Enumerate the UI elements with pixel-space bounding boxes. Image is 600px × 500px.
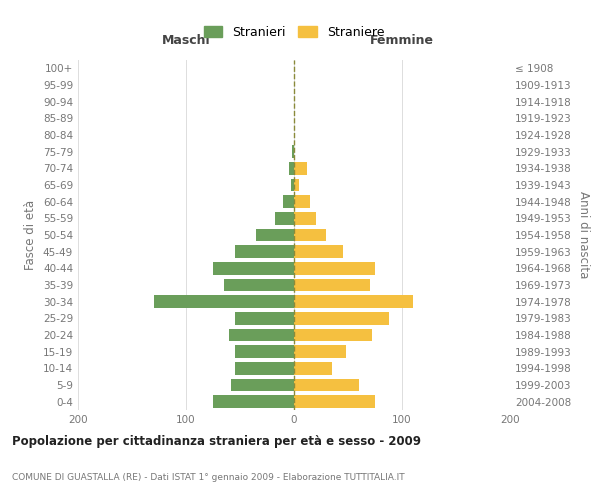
Bar — [294, 246, 343, 258]
Bar — [294, 162, 307, 174]
Bar — [294, 179, 299, 192]
Bar — [291, 179, 294, 192]
Bar — [235, 246, 294, 258]
Bar — [275, 212, 294, 224]
Bar — [294, 296, 413, 308]
Text: COMUNE DI GUASTALLA (RE) - Dati ISTAT 1° gennaio 2009 - Elaborazione TUTTITALIA.: COMUNE DI GUASTALLA (RE) - Dati ISTAT 1°… — [12, 473, 404, 482]
Bar — [294, 312, 389, 324]
Bar — [294, 196, 310, 208]
Bar — [229, 329, 294, 341]
Bar — [292, 146, 294, 158]
Bar — [294, 379, 359, 391]
Bar — [283, 196, 294, 208]
Bar — [235, 362, 294, 374]
Bar — [224, 279, 294, 291]
Bar — [294, 212, 316, 224]
Bar — [294, 329, 372, 341]
Legend: Stranieri, Straniere: Stranieri, Straniere — [199, 21, 389, 44]
Bar — [213, 262, 294, 274]
Bar — [256, 229, 294, 241]
Bar — [294, 229, 326, 241]
Bar — [213, 396, 294, 408]
Bar — [294, 362, 332, 374]
Bar — [289, 162, 294, 174]
Bar — [294, 279, 370, 291]
Bar — [232, 379, 294, 391]
Bar — [294, 262, 375, 274]
Text: Popolazione per cittadinanza straniera per età e sesso - 2009: Popolazione per cittadinanza straniera p… — [12, 435, 421, 448]
Y-axis label: Fasce di età: Fasce di età — [25, 200, 37, 270]
Bar — [235, 346, 294, 358]
Bar — [294, 346, 346, 358]
Text: Maschi: Maschi — [161, 34, 211, 46]
Y-axis label: Anni di nascita: Anni di nascita — [577, 192, 590, 278]
Bar — [235, 312, 294, 324]
Text: Femmine: Femmine — [370, 34, 434, 46]
Bar — [294, 396, 375, 408]
Bar — [154, 296, 294, 308]
